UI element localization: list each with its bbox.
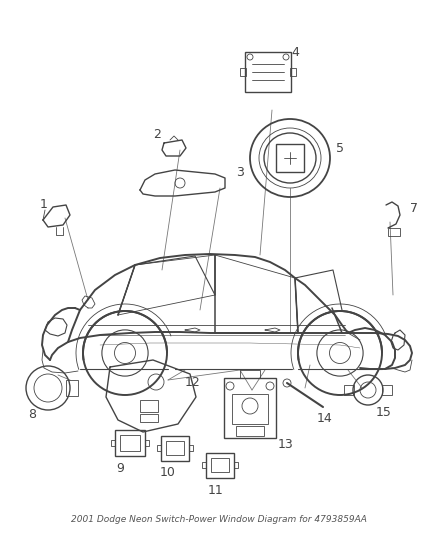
Bar xyxy=(276,144,304,172)
Bar xyxy=(157,445,161,451)
Bar xyxy=(232,394,268,424)
Text: 2: 2 xyxy=(153,128,161,141)
Text: 12: 12 xyxy=(185,376,201,390)
Text: 15: 15 xyxy=(376,406,392,418)
Bar xyxy=(189,445,193,451)
Bar xyxy=(66,380,78,396)
Bar xyxy=(120,435,140,451)
Text: 8: 8 xyxy=(28,408,36,422)
Text: 7: 7 xyxy=(410,201,418,214)
Bar xyxy=(211,458,229,472)
Text: 2001 Dodge Neon Switch-Power Window Diagram for 4793859AA: 2001 Dodge Neon Switch-Power Window Diag… xyxy=(71,515,367,524)
Bar xyxy=(236,426,264,436)
Text: 5: 5 xyxy=(336,141,344,155)
Bar xyxy=(240,68,246,76)
Text: 11: 11 xyxy=(208,483,224,497)
Text: 3: 3 xyxy=(236,166,244,180)
Bar xyxy=(240,370,260,378)
Bar xyxy=(382,385,392,395)
Bar xyxy=(388,228,400,236)
Bar xyxy=(290,68,296,76)
Text: 1: 1 xyxy=(40,198,48,212)
Bar xyxy=(206,453,234,478)
Bar xyxy=(140,414,158,422)
Bar xyxy=(145,440,149,446)
Bar xyxy=(161,435,189,461)
Text: 13: 13 xyxy=(278,439,294,451)
Bar xyxy=(344,385,354,395)
Text: 4: 4 xyxy=(291,45,299,59)
Bar xyxy=(202,462,206,468)
Text: 9: 9 xyxy=(116,462,124,474)
Bar xyxy=(224,378,276,438)
Bar xyxy=(140,400,158,412)
Bar xyxy=(166,441,184,455)
Bar xyxy=(115,430,145,456)
Bar xyxy=(234,462,238,468)
Bar xyxy=(111,440,115,446)
Text: 10: 10 xyxy=(160,465,176,479)
Text: 14: 14 xyxy=(317,411,333,424)
